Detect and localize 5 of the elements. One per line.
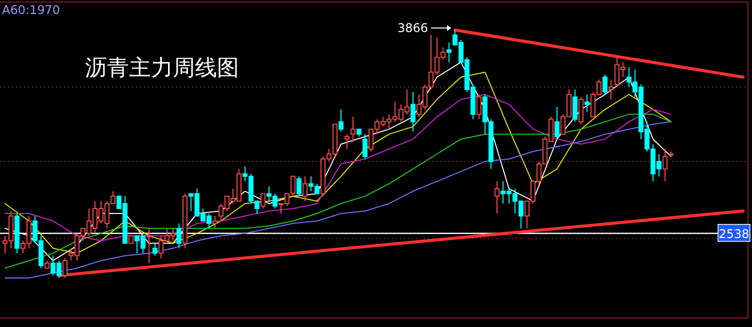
annotation: 3866 <box>397 21 428 35</box>
text: 沥青主力周线图 <box>85 56 239 81</box>
text: A60:1970 <box>2 3 60 17</box>
annotation: 2538 <box>718 226 750 241</box>
ref-label: 2538 <box>718 224 750 242</box>
